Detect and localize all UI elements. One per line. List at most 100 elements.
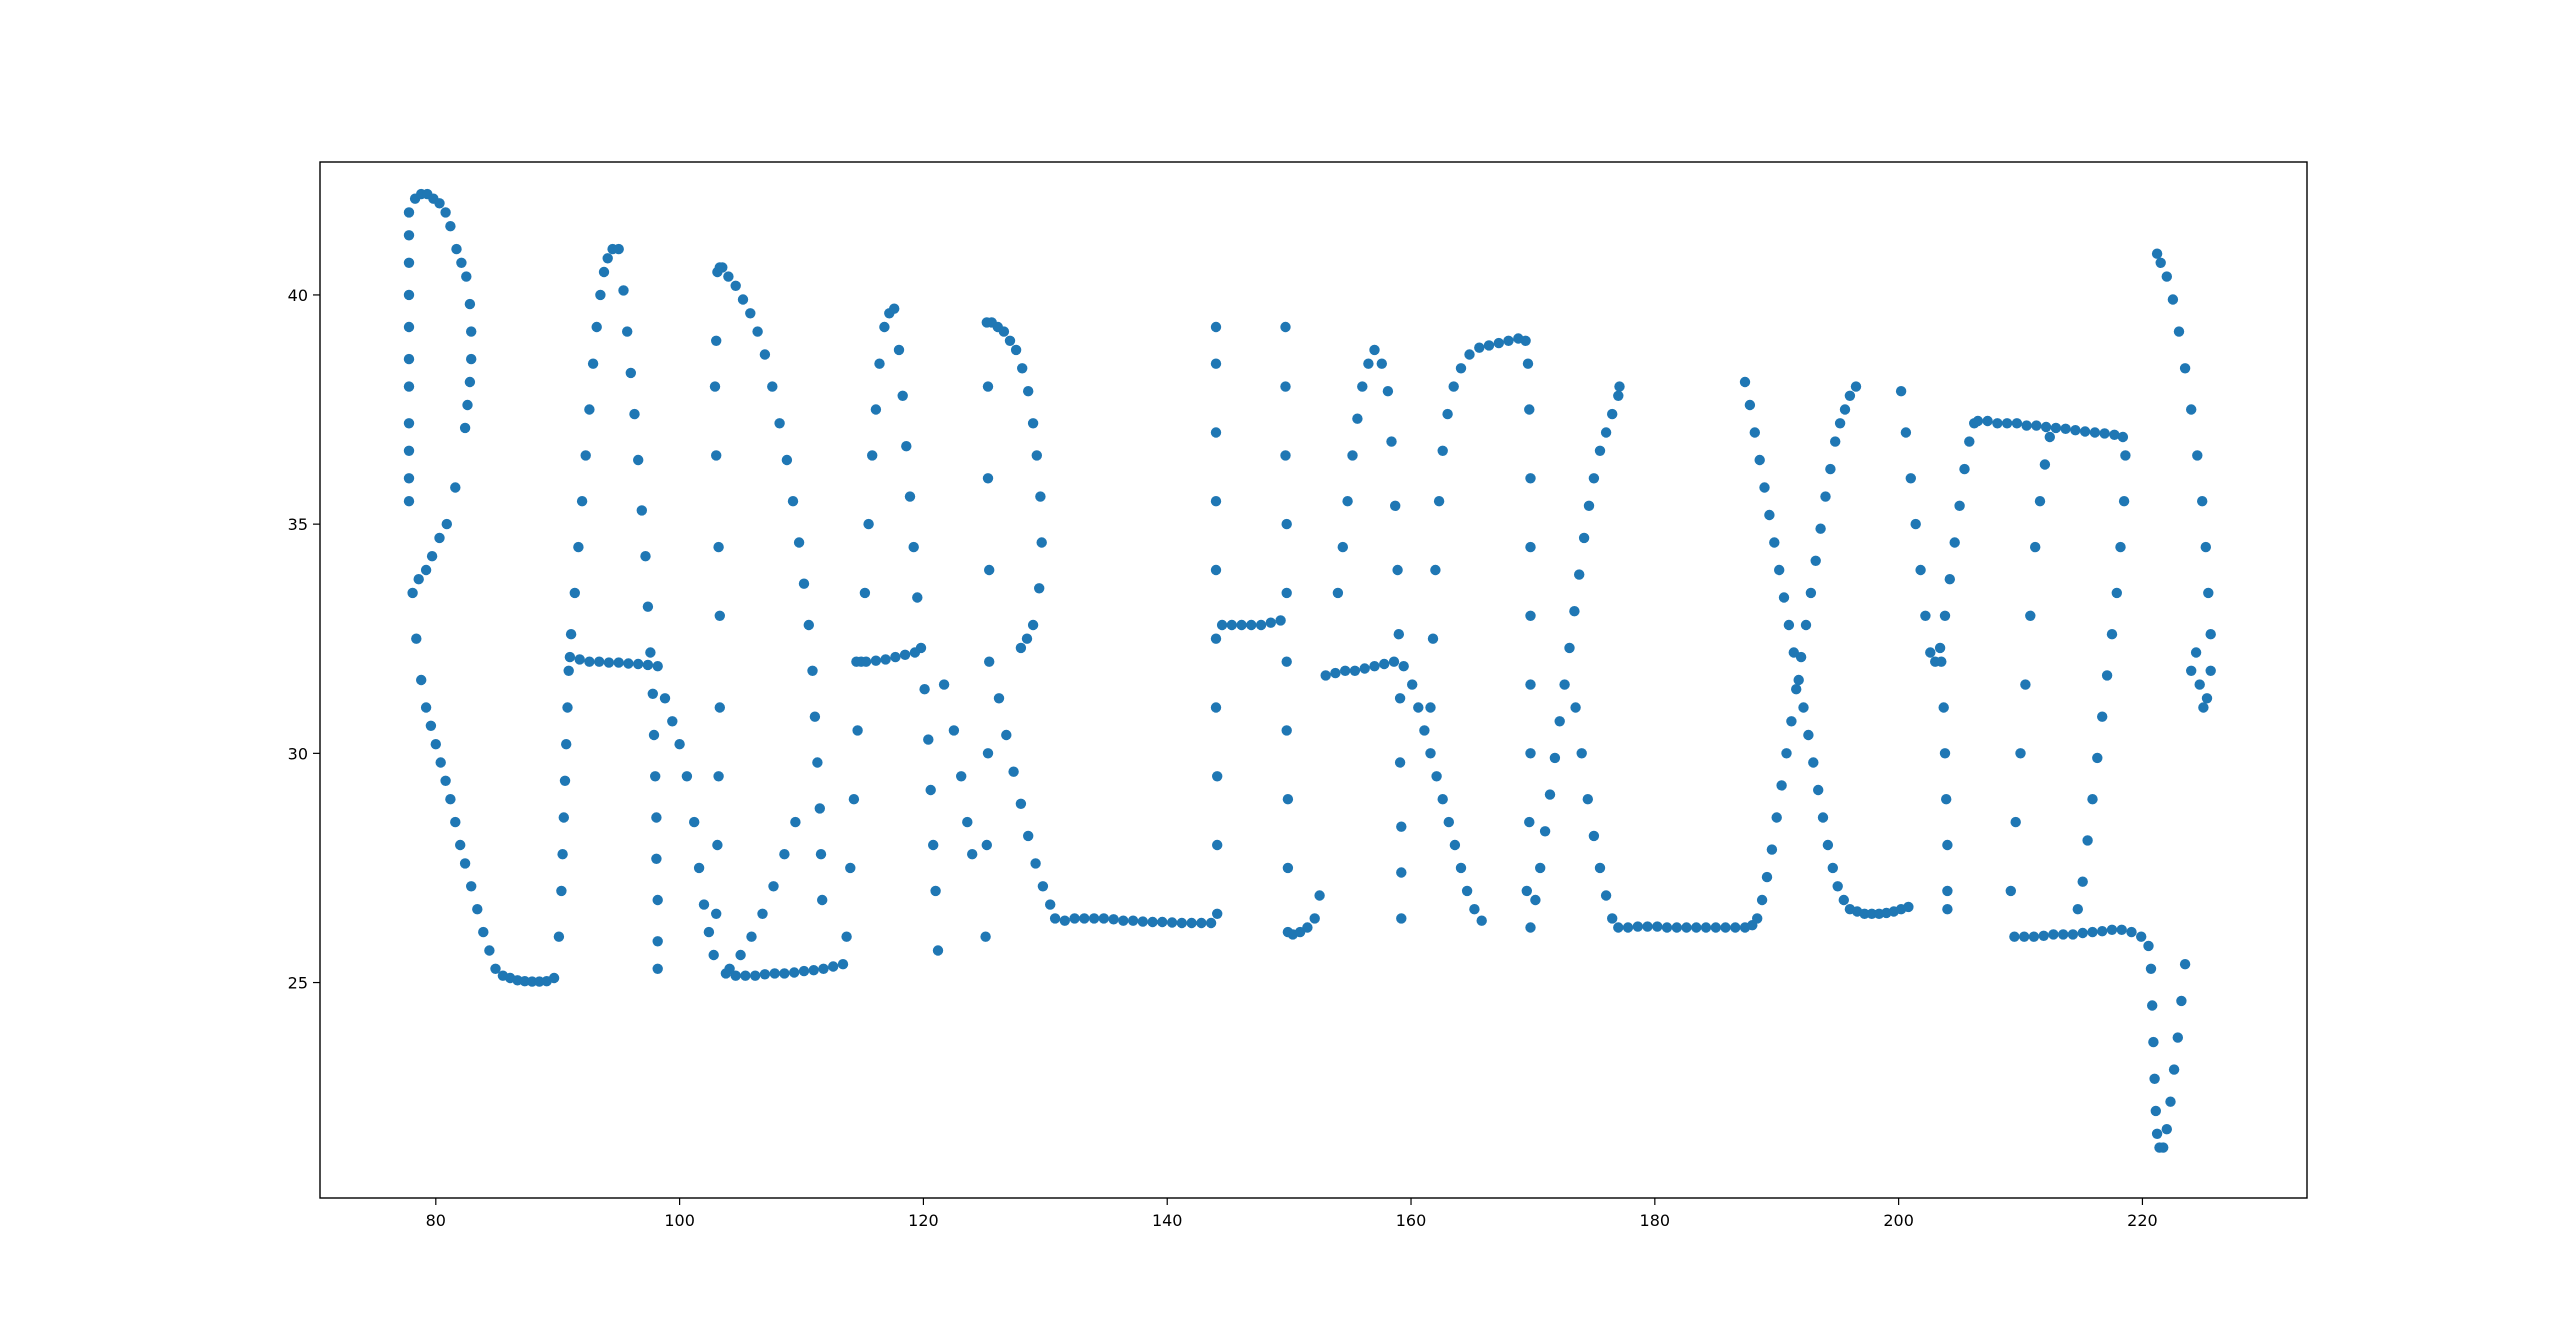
data-point [1582, 794, 1594, 805]
data-point [2194, 679, 2205, 690]
data-point [1954, 500, 1965, 511]
data-point [1004, 335, 1016, 346]
data-point [1205, 917, 1217, 929]
data-point [1820, 491, 1831, 502]
data-point [426, 551, 438, 562]
data-point [1431, 771, 1442, 782]
data-point [789, 967, 800, 978]
data-point [2106, 924, 2118, 935]
data-point [633, 454, 644, 466]
data-point [1388, 656, 1400, 667]
data-point [1564, 642, 1575, 654]
data-point [629, 408, 640, 420]
data-point [1108, 914, 1119, 925]
data-point [1652, 921, 1663, 932]
y-tick-label: 35 [288, 515, 308, 534]
data-point [2151, 1128, 2163, 1140]
data-point [403, 289, 415, 301]
data-point [2117, 431, 2129, 443]
data-point [403, 207, 415, 218]
data-point [1607, 408, 1618, 420]
data-point [2019, 931, 2030, 942]
data-point [723, 271, 734, 282]
data-point [651, 853, 662, 864]
data-point [1671, 922, 1683, 933]
data-point [863, 518, 874, 530]
data-point [2067, 929, 2079, 940]
data-point [403, 381, 415, 392]
data-point [1594, 862, 1606, 874]
data-point [1525, 473, 1536, 484]
data-point [790, 816, 801, 828]
data-point [2168, 1064, 2180, 1075]
data-point [899, 649, 911, 660]
data-point [652, 661, 663, 672]
data-point [1147, 916, 1158, 928]
data-point [558, 812, 569, 823]
data-point [2072, 904, 2083, 915]
data-point [2092, 752, 2103, 764]
data-point [781, 454, 793, 466]
data-point [1822, 839, 1834, 851]
data-point [1578, 532, 1590, 544]
data-point [1022, 830, 1034, 842]
data-point [2048, 929, 2059, 940]
data-point [2150, 1105, 2161, 1117]
data-point [403, 257, 415, 268]
data-point [1939, 748, 1951, 759]
data-point [576, 496, 588, 507]
data-point [1817, 812, 1829, 823]
data-point [759, 969, 771, 980]
data-point [1474, 342, 1485, 353]
data-point [2038, 930, 2049, 941]
data-point [1607, 913, 1618, 924]
data-point [750, 970, 761, 981]
data-point [1001, 729, 1012, 741]
data-point [1936, 656, 1947, 667]
data-point [561, 739, 572, 750]
data-point [1437, 445, 1448, 456]
data-point [714, 702, 725, 713]
data-point [1759, 482, 1770, 493]
data-point [982, 473, 994, 484]
data-point [2148, 1036, 2159, 1048]
data-point [928, 839, 939, 851]
data-point [1035, 491, 1046, 502]
data-point [411, 633, 422, 644]
data-point [2005, 885, 2017, 897]
data-point [1280, 450, 1291, 461]
data-point [1448, 381, 1459, 392]
data-point [2173, 326, 2185, 337]
data-point [2001, 418, 2013, 429]
data-point [1972, 415, 1984, 427]
x-tick-label: 160 [1396, 1211, 1427, 1230]
data-point [908, 541, 919, 553]
data-point [462, 399, 473, 411]
data-point [1744, 399, 1756, 411]
data-point [767, 381, 778, 392]
data-point [1265, 617, 1277, 628]
data-point [714, 610, 725, 621]
data-point [812, 757, 823, 768]
data-point [2172, 1032, 2183, 1043]
data-point [1850, 381, 1862, 392]
data-point [1330, 667, 1341, 679]
data-point [1730, 922, 1741, 933]
data-point [1576, 748, 1587, 759]
data-point [1280, 321, 1291, 333]
data-point [1469, 904, 1480, 915]
data-point [1017, 363, 1028, 374]
data-point [2111, 587, 2122, 599]
data-point [1376, 358, 1388, 369]
data-point [1503, 335, 1514, 346]
data-point [967, 849, 978, 860]
data-point [2126, 926, 2137, 938]
data-point [584, 656, 595, 667]
data-point [1866, 908, 1878, 919]
data-point [569, 587, 580, 599]
data-point [681, 771, 693, 782]
data-point [1834, 418, 1846, 429]
data-point [2161, 1124, 2172, 1135]
data-point [808, 965, 819, 976]
